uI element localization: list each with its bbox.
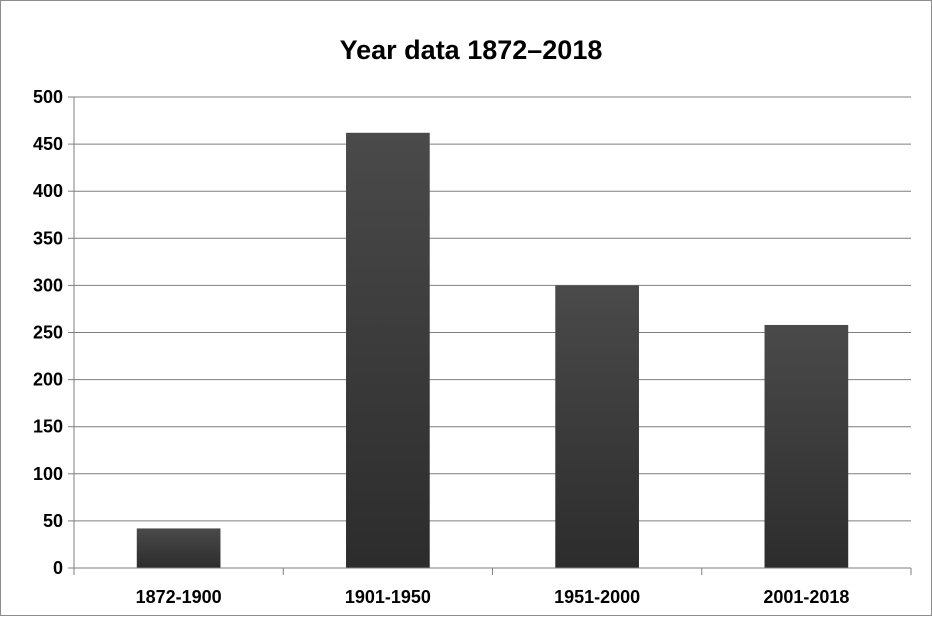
y-tick-label: 50 <box>43 511 63 531</box>
x-tick-label: 1951-2000 <box>554 587 640 607</box>
bar-1872-1900 <box>136 528 221 568</box>
bars <box>136 132 849 568</box>
y-tick-label: 0 <box>53 558 63 578</box>
bar-1901-1950 <box>346 132 430 568</box>
chart-title: Year data 1872–2018 <box>340 35 603 65</box>
y-tick-label: 350 <box>33 228 63 248</box>
y-tick-label: 150 <box>33 417 63 437</box>
x-tick-label: 2001-2018 <box>763 587 849 607</box>
y-tick-label: 500 <box>33 87 63 107</box>
gridlines <box>74 96 911 522</box>
y-tick-label: 200 <box>33 370 63 390</box>
x-tick-label: 1901-1950 <box>345 587 431 607</box>
y-tick-label: 300 <box>33 275 63 295</box>
y-tick-label: 250 <box>33 323 63 343</box>
axes <box>68 96 912 575</box>
y-tick-labels: 0 50 100 150 200 250 300 350 400 450 500 <box>33 87 63 578</box>
y-tick-label: 450 <box>33 134 63 154</box>
y-tick-label: 400 <box>33 181 63 201</box>
bar-2001-2018 <box>764 324 849 568</box>
bar-1951-2000 <box>555 285 639 568</box>
x-tick-labels: 1872-1900 1901-1950 1951-2000 2001-2018 <box>136 587 850 607</box>
y-tick-label: 100 <box>33 464 63 484</box>
x-tick-label: 1872-1900 <box>136 587 222 607</box>
